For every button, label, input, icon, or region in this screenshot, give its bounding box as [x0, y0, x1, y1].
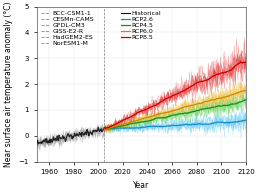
Legend: Historical, RCP2.6, RCP4.5, RCP6.0, RCP8.5: Historical, RCP2.6, RCP4.5, RCP6.0, RCP8… [119, 10, 163, 41]
Y-axis label: Near surface air temperature anomaly (°C): Near surface air temperature anomaly (°C… [4, 1, 13, 167]
X-axis label: Year: Year [133, 181, 149, 190]
